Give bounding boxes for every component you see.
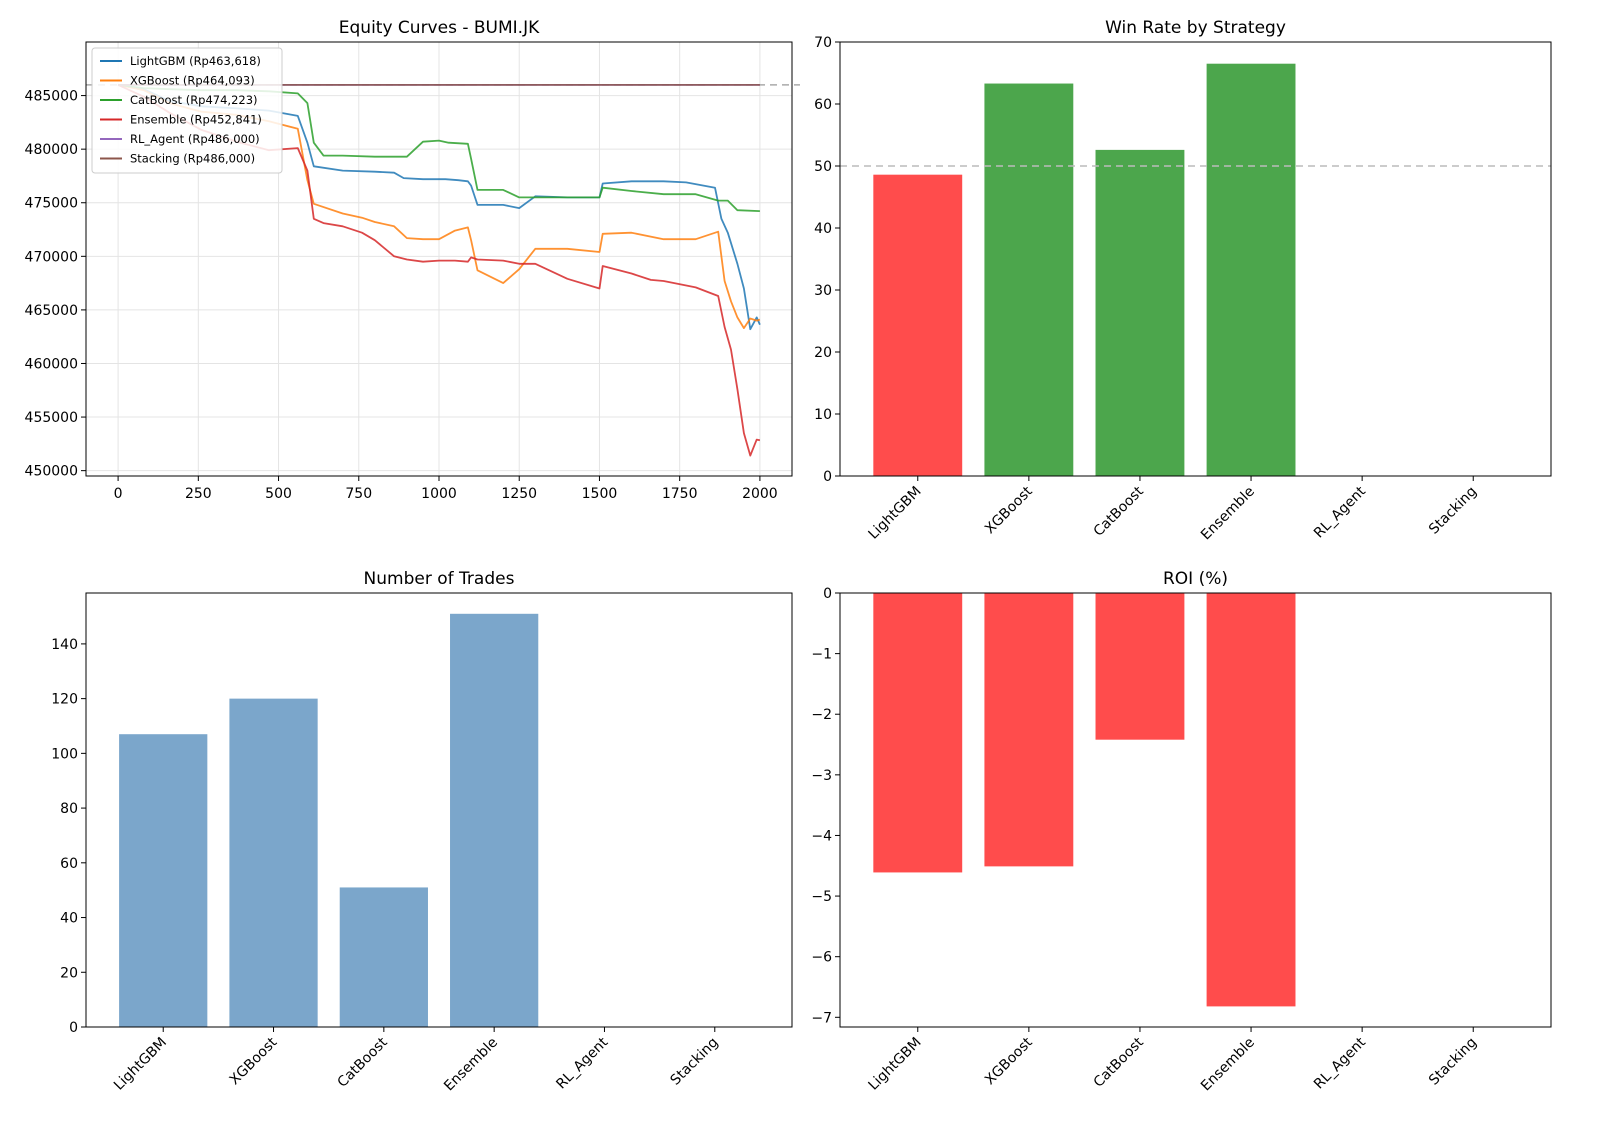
y-tick-label: 465000 [25, 303, 78, 319]
x-tick-label-xgboost: XGBoost [227, 1034, 281, 1088]
plot-frame [85, 592, 793, 1028]
chart-title: ROI (%) [1163, 569, 1228, 589]
y-tick-label: −4 [811, 828, 832, 844]
bar-lightgbm [873, 174, 963, 476]
number-of-trades-panel: 0 20 40 60 80 100 120 140 LightGBM XGBoost CatBoos… [51, 569, 793, 1095]
y-tick-label: −5 [811, 889, 832, 905]
series-line-xgboost [117, 84, 761, 329]
legend-label: Stacking (Rp486,000) [130, 152, 255, 166]
bar-ensemble [1206, 593, 1296, 1007]
y-tick-label: −1 [811, 647, 832, 663]
x-tick-label-catboost: CatBoost [1091, 1034, 1147, 1090]
bar-xgboost [984, 83, 1074, 476]
y-tick-label: 470000 [25, 249, 78, 265]
y-tick-label: 40 [60, 911, 78, 927]
y-tick-label: 20 [60, 965, 78, 981]
y-tick-label: 60 [814, 97, 832, 113]
x-tick-label-ensemble: Ensemble [1198, 484, 1258, 544]
x-tick-label-ensemble: Ensemble [441, 1035, 501, 1095]
x-tick-label: 750 [345, 486, 372, 502]
bar-catboost [1095, 149, 1185, 476]
y-tick-label: 0 [823, 469, 832, 485]
x-tick-label-xgboost: XGBoost [982, 1034, 1036, 1088]
y-tick-label: −3 [811, 768, 832, 784]
x-tick-label-stacking: Stacking [1426, 484, 1480, 538]
y-tick-label: 20 [814, 345, 832, 361]
series-line-lightgbm [117, 84, 761, 331]
equity-curves-panel: 450000 455000 460000 465000 470000 475000 4800… [25, 18, 800, 502]
plot-frame [839, 592, 1552, 1028]
chart-title: Number of Trades [364, 569, 515, 589]
chart-title: Equity Curves - BUMI.JK [339, 18, 540, 38]
x-tick-label: 0 [114, 486, 123, 502]
y-tick-label: 10 [814, 407, 832, 423]
y-tick-label: 100 [51, 746, 78, 762]
x-tick-label: 250 [185, 486, 212, 502]
x-tick-label-xgboost: XGBoost [982, 483, 1036, 537]
plot-frame [85, 41, 793, 477]
y-tick-label: 460000 [25, 356, 78, 372]
y-tick-label: 50 [814, 159, 832, 175]
x-tick-label-lightgbm: LightGBM [866, 484, 925, 543]
y-tick-label: 30 [814, 283, 832, 299]
y-tick-label: 140 [51, 637, 78, 653]
x-tick-label-lightgbm: LightGBM [111, 1035, 170, 1094]
y-tick-label: 450000 [25, 464, 78, 480]
bar-xgboost [229, 698, 318, 1027]
bar-catboost [339, 887, 428, 1027]
x-tick-label-ensemble: Ensemble [1198, 1035, 1258, 1095]
y-tick-label: 475000 [25, 196, 78, 212]
bar-lightgbm [873, 593, 963, 873]
y-tick-label: −6 [811, 950, 832, 966]
roi-panel: −7 −6 −5 −4 −3 −2 −1 0 LightGBM XGBoost CatBoost En… [811, 569, 1552, 1095]
x-tick-label-lightgbm: LightGBM [866, 1035, 925, 1094]
bar-catboost [1095, 593, 1185, 740]
x-tick-label: 500 [265, 486, 292, 502]
y-tick-label: 485000 [25, 89, 78, 105]
y-tick-label: 0 [69, 1020, 78, 1036]
x-tick-label: 1750 [662, 486, 698, 502]
legend-label: Ensemble (Rp452,841) [130, 113, 262, 127]
legend-label: CatBoost (Rp474,223) [130, 93, 258, 107]
x-tick-label: 1500 [582, 486, 618, 502]
bar-ensemble [1206, 63, 1296, 476]
x-tick-label-rl-agent: RL_Agent [553, 1034, 611, 1092]
x-tick-label-rl-agent: RL_Agent [1311, 1034, 1369, 1092]
y-tick-label: 0 [823, 586, 832, 602]
legend-label: XGBoost (Rp464,093) [130, 74, 255, 88]
y-tick-label: −7 [811, 1010, 832, 1026]
x-tick-label: 1250 [501, 486, 537, 502]
bar-ensemble [450, 613, 539, 1027]
bar-xgboost [984, 593, 1074, 867]
y-tick-label: 480000 [25, 142, 78, 158]
legend-label: RL_Agent (Rp486,000) [130, 132, 260, 146]
plot-frame [839, 41, 1552, 477]
y-tick-label: −2 [811, 707, 832, 723]
y-tick-label: 120 [51, 692, 78, 708]
x-tick-label: 2000 [742, 486, 778, 502]
y-tick-label: 60 [60, 856, 78, 872]
y-tick-label: 455000 [25, 410, 78, 426]
x-tick-label-rl-agent: RL_Agent [1311, 483, 1369, 541]
x-tick-label-catboost: CatBoost [1091, 483, 1147, 539]
y-tick-label: 70 [814, 35, 832, 51]
win-rate-panel: 0 10 20 30 40 50 60 70 LightGBM XGBoost CatBoost En… [814, 18, 1552, 544]
series-line-ensemble [117, 84, 761, 457]
y-tick-label: 80 [60, 801, 78, 817]
legend-label: LightGBM (Rp463,618) [130, 54, 261, 68]
x-tick-label-stacking: Stacking [668, 1035, 722, 1089]
y-tick-label: 40 [814, 221, 832, 237]
chart-title: Win Rate by Strategy [1105, 18, 1286, 38]
bar-lightgbm [119, 734, 208, 1027]
x-tick-label-stacking: Stacking [1426, 1035, 1480, 1089]
legend-box [91, 47, 283, 174]
x-tick-label-catboost: CatBoost [335, 1034, 391, 1090]
x-tick-label: 1000 [421, 486, 457, 502]
